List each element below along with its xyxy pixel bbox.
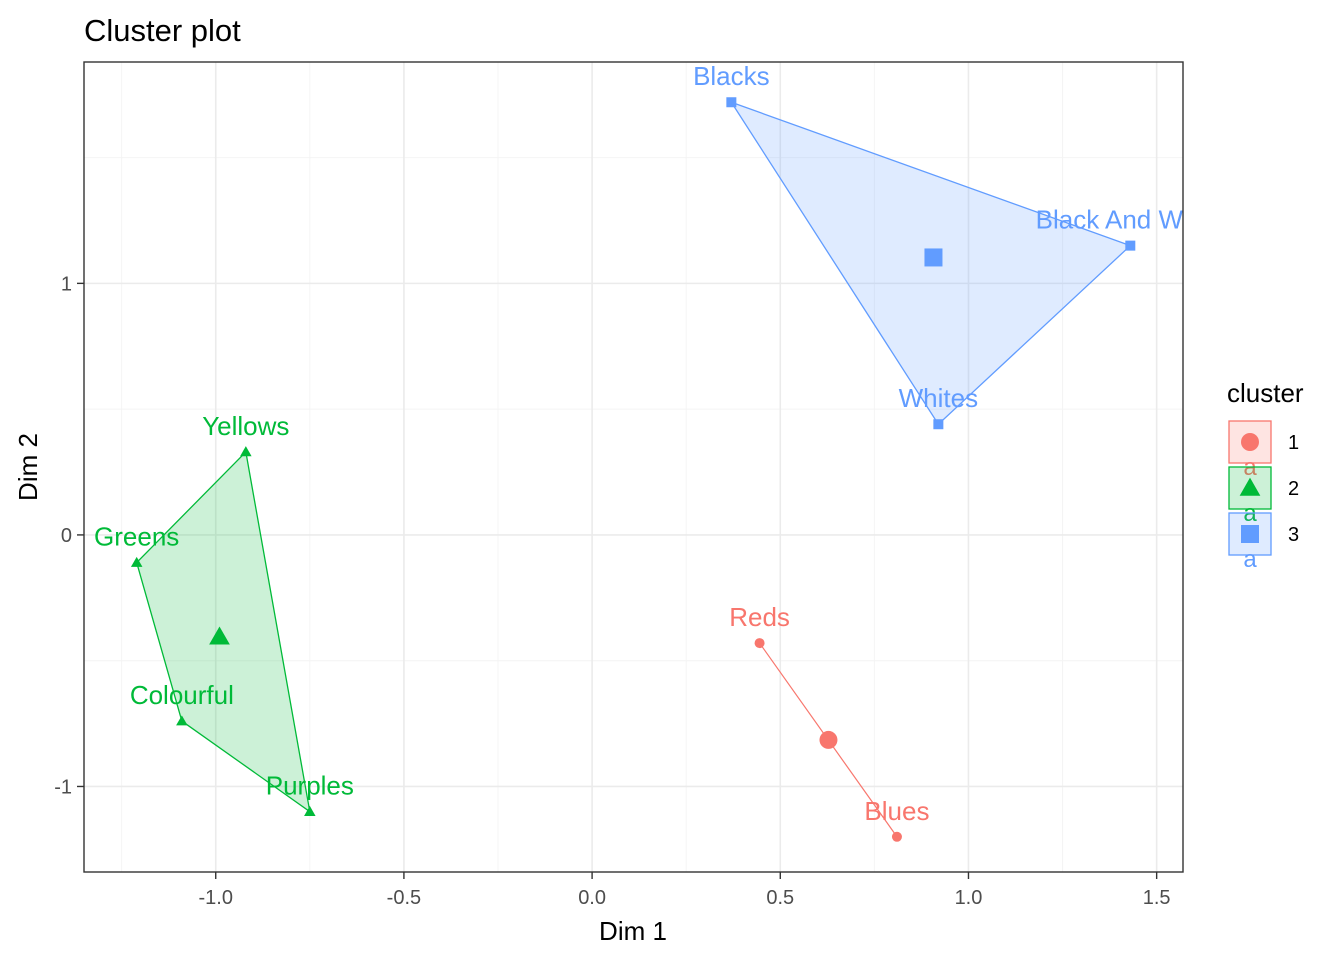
y-axis-ticks: -1 0 1: [54, 273, 84, 798]
legend-key-2-symbol: [1239, 477, 1261, 496]
cluster-2-point: [304, 805, 316, 816]
x-tick-label: -0.5: [387, 887, 421, 909]
cluster-3-point: [1125, 240, 1136, 251]
x-tick-label: 0.0: [578, 887, 606, 909]
plot-panel-border: [83, 61, 1184, 873]
cluster-3-point: [933, 419, 944, 430]
plot-panel-background: [84, 62, 1183, 872]
point-label: Blacks: [693, 61, 770, 91]
legend: cluster a1a2a3: [1227, 378, 1304, 573]
cluster-1-centroid: [819, 730, 838, 749]
y-tick-label: -1: [54, 776, 72, 798]
x-axis-title: Dim 1: [599, 916, 667, 946]
cluster-3-centroid: [924, 248, 943, 267]
point-labels: Reds Blues Yellows Greens Colourful Purples Bl…: [94, 61, 1225, 826]
y-tick-label: 0: [61, 525, 72, 547]
point-label: Whites: [899, 383, 978, 413]
x-tick-label: 1.5: [1143, 887, 1171, 909]
point-label: Greens: [94, 522, 179, 552]
x-axis-ticks: -1.0 -0.5 0.0 0.5 1.0 1.5: [198, 872, 1171, 909]
y-axis-title: Dim 2: [13, 433, 43, 501]
point-label: Purples: [266, 771, 354, 801]
chart-title: Cluster plot: [84, 13, 241, 48]
cluster-2-point: [176, 715, 188, 726]
point-label: Yellows: [202, 411, 289, 441]
point-label: Blues: [864, 796, 929, 826]
cluster-1-point: [754, 638, 765, 649]
x-tick-label: 0.5: [766, 887, 794, 909]
point-label: Black And White: [1036, 205, 1225, 235]
legend-key-letter: a: [1243, 546, 1257, 573]
legend-title: cluster: [1227, 378, 1304, 408]
cluster-3-point: [726, 97, 737, 108]
point-label: Colourful: [130, 680, 234, 710]
y-tick-label: 1: [61, 273, 72, 295]
legend-label: 1: [1288, 432, 1299, 454]
cluster-2-point: [130, 556, 143, 567]
legend-label: 2: [1288, 478, 1299, 500]
x-tick-label: 1.0: [955, 887, 983, 909]
cluster-2-centroid: [209, 626, 230, 645]
cluster-2-point: [240, 446, 252, 457]
legend-label: 3: [1288, 524, 1299, 546]
gridlines: [84, 62, 1183, 872]
data-points: [130, 97, 1136, 842]
legend-key-1-symbol: [1241, 433, 1259, 451]
x-tick-label: -1.0: [198, 887, 232, 909]
legend-key-3-symbol: [1241, 525, 1259, 543]
cluster-1-point: [891, 831, 902, 842]
point-label: Reds: [729, 602, 790, 632]
